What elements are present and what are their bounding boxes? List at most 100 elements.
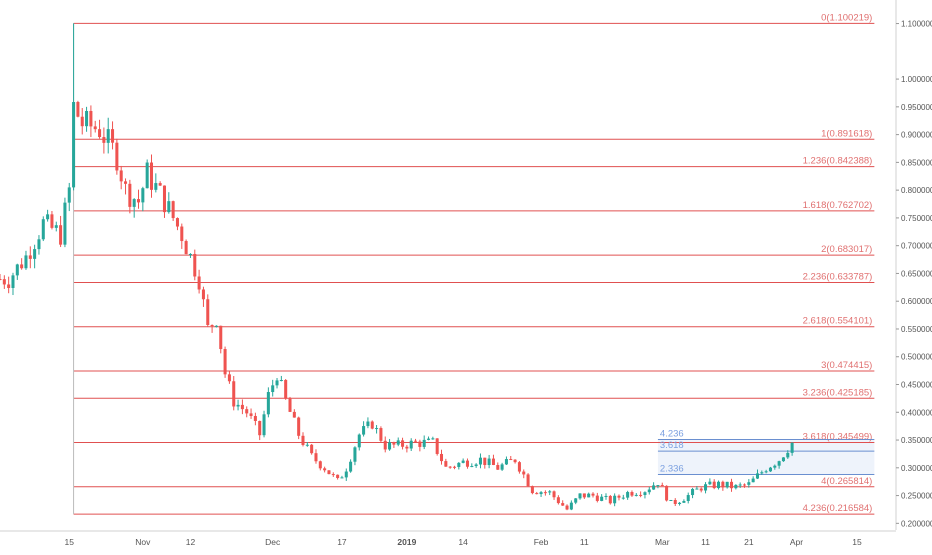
candle-down — [232, 381, 236, 407]
candle-up — [24, 255, 28, 269]
candle-up — [461, 460, 465, 463]
candle-up — [145, 162, 149, 189]
candle-down — [639, 494, 643, 496]
candle-up — [305, 444, 309, 446]
candle-up — [578, 493, 582, 499]
candle-up — [344, 471, 348, 478]
candle-up — [431, 438, 435, 440]
candle-up — [41, 219, 45, 240]
candle-up — [786, 452, 790, 458]
candle-up — [760, 472, 764, 474]
candle-down — [80, 116, 84, 127]
candle-down — [405, 446, 409, 449]
candle-down — [401, 440, 405, 447]
candle-up — [33, 249, 37, 259]
candle-down — [128, 183, 132, 207]
fib-level-label: 2.236(0.633787) — [803, 271, 873, 282]
candle-down — [414, 440, 418, 442]
candle-up — [695, 488, 699, 490]
candle-up — [781, 457, 785, 462]
candle-up — [686, 495, 690, 501]
candle-up — [46, 214, 50, 220]
price-tick-label: 0.550000 — [901, 325, 932, 334]
candle-down — [20, 264, 24, 269]
fib-level-label: 1.618(0.762702) — [803, 200, 873, 211]
candle-down — [491, 458, 495, 466]
candle-down — [483, 457, 487, 466]
candle-up — [548, 491, 552, 493]
candle-up — [427, 438, 431, 440]
candle-down — [517, 462, 521, 472]
price-tick-label: 0.650000 — [901, 269, 932, 278]
candle-up — [691, 488, 695, 496]
price-tick-label: 0.700000 — [901, 242, 932, 251]
candle-down — [383, 440, 387, 450]
candle-down — [496, 465, 500, 470]
candle-up — [773, 465, 777, 468]
candle-down — [331, 474, 335, 476]
candle-up — [132, 199, 136, 207]
candle-up — [717, 481, 721, 489]
time-tick-label: 2019 — [397, 537, 416, 547]
candle-up — [643, 492, 647, 495]
price-tick-label: 0.500000 — [901, 353, 932, 362]
candle-down — [565, 505, 569, 510]
candle-down — [111, 129, 115, 143]
fib-level-label: 4(0.265814) — [821, 476, 872, 487]
time-tick-label: 17 — [337, 537, 347, 547]
candle-down — [28, 255, 32, 259]
candle-up — [409, 440, 413, 449]
candle-up — [236, 404, 240, 407]
candle-up — [600, 496, 604, 501]
price-tick-label: 0.300000 — [901, 464, 932, 473]
candle-down — [7, 284, 11, 288]
candle-down — [258, 420, 262, 436]
candle-up — [613, 495, 617, 504]
candle-down — [582, 493, 586, 498]
candle-up — [587, 493, 591, 498]
candle-up — [141, 188, 145, 203]
candle-up — [647, 489, 651, 493]
price-axis[interactable]: 1.100000 1.000000 0.950000 0.900000 0.850000… — [895, 0, 932, 530]
candle-down — [136, 199, 141, 203]
time-tick-label: Feb — [534, 537, 549, 547]
time-tick-label: Dec — [265, 537, 281, 547]
candle-down — [171, 201, 175, 219]
time-tick-label: Mar — [655, 537, 670, 547]
candle-up — [725, 481, 729, 488]
candle-down — [219, 325, 223, 350]
candle-up — [768, 467, 772, 472]
candle-down — [124, 181, 128, 184]
time-tick-label: 14 — [458, 537, 468, 547]
candle-down — [561, 503, 565, 506]
candle-down — [93, 126, 97, 130]
fib-retracement-tool[interactable]: 0(1.100219) 1(0.891618) 1.236(0.842388) 1.6… — [73, 12, 875, 515]
candle-down — [730, 481, 734, 489]
candle-down — [435, 438, 439, 454]
candle-up — [704, 484, 708, 491]
candle-down — [288, 398, 292, 412]
fib-level-label: 1.236(0.842388) — [803, 156, 873, 167]
candle-down — [370, 421, 374, 429]
time-tick-label: 11 — [580, 537, 589, 547]
time-axis[interactable]: 15 Nov 12 Dec 17 2019 14 Feb 11 Mar 11 21 Apr 15 — [0, 530, 896, 547]
candle-down — [50, 214, 54, 228]
candle-up — [500, 464, 504, 470]
candle-up — [487, 458, 491, 466]
time-tick-label: Apr — [790, 537, 803, 547]
candle-down — [193, 253, 197, 277]
candle-down — [184, 241, 188, 255]
extension-level-label: 2.336 — [660, 463, 684, 474]
candle-up — [85, 110, 89, 127]
candle-down — [673, 499, 677, 504]
candle-down — [591, 493, 595, 496]
candle-down — [59, 225, 63, 245]
candle-down — [245, 409, 249, 414]
candle-up — [214, 325, 218, 327]
candle-up — [604, 495, 608, 497]
time-tick-label: 12 — [186, 537, 196, 547]
candle-up — [15, 264, 19, 276]
